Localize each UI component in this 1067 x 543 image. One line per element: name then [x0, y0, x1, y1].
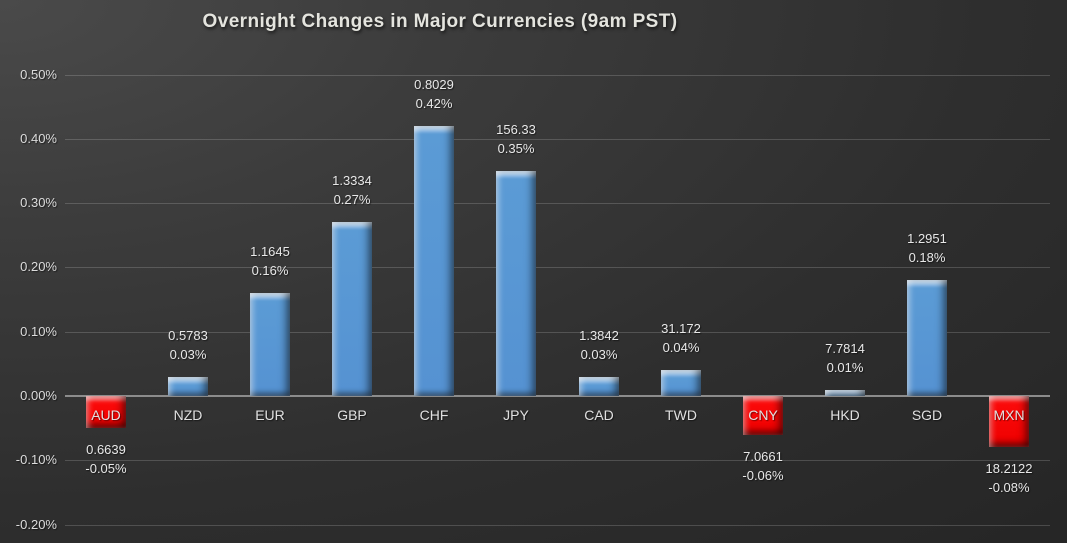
rate-value: 1.3334: [332, 173, 372, 188]
chart-title: Overnight Changes in Major Currencies (9…: [202, 11, 678, 32]
category-label-hkd: HKD: [830, 407, 860, 423]
data-label-eur: 1.1645 0.16%: [215, 242, 325, 280]
y-tick-label: 0.50%: [20, 66, 57, 82]
pct-change-value: 0.01%: [826, 360, 864, 375]
pct-change-value: 0.27%: [333, 192, 371, 207]
data-label-cad: 1.3842 0.03%: [544, 326, 654, 364]
gridline: [65, 524, 1050, 526]
y-tick-label: 0.30%: [20, 195, 57, 211]
data-label-jpy: 156.33 0.35%: [461, 120, 571, 158]
rate-value: 1.3842: [579, 328, 619, 343]
y-tick-label: -0.10%: [15, 452, 57, 468]
y-tick-label: 0.10%: [20, 323, 57, 339]
pct-change-value: 0.16%: [251, 263, 289, 278]
bar-mxn: [989, 396, 1029, 447]
rate-value: 0.8029: [414, 77, 454, 92]
bar-cad: [579, 377, 619, 396]
rate-value: 156.33: [496, 122, 536, 137]
rate-value: 7.0661: [743, 449, 783, 464]
data-label-cny: 7.0661 -0.06%: [708, 447, 818, 485]
rate-value: 31.172: [661, 321, 701, 336]
bar-gbp: [332, 222, 372, 396]
gridline: [65, 267, 1050, 269]
bar-cny: [743, 396, 783, 435]
data-label-gbp: 1.3334 0.27%: [297, 171, 407, 209]
category-label-eur: EUR: [255, 407, 285, 423]
pct-change-value: -0.06%: [742, 468, 784, 483]
category-label-gbp: GBP: [337, 407, 367, 423]
pct-change-value: 0.03%: [580, 347, 618, 362]
category-label-aud: AUD: [91, 407, 121, 423]
data-label-chf: 0.8029 0.42%: [379, 75, 489, 113]
pct-change-value: 0.18%: [908, 250, 946, 265]
category-label-cad: CAD: [584, 407, 614, 423]
pct-change-value: 0.03%: [169, 347, 207, 362]
data-label-twd: 31.172 0.04%: [626, 319, 736, 357]
bar-aud: [86, 396, 126, 428]
y-tick-label: 0.40%: [20, 130, 57, 146]
category-label-twd: TWD: [665, 407, 697, 423]
bar-eur: [250, 293, 290, 396]
bar-nzd: [168, 377, 208, 396]
category-label-nzd: NZD: [173, 407, 203, 423]
rate-value: 7.7814: [825, 341, 865, 356]
category-label-jpy: JPY: [503, 407, 529, 423]
pct-change-value: -0.05%: [85, 461, 127, 476]
gridline: [65, 460, 1050, 462]
pct-change-value: 0.42%: [415, 96, 453, 111]
gridline: [65, 203, 1050, 205]
bar-hkd: [825, 390, 865, 396]
category-label-sgd: SGD: [911, 407, 943, 423]
category-label-cny: CNY: [748, 407, 778, 423]
bar-jpy: [496, 171, 536, 396]
y-tick-label: -0.20%: [15, 516, 57, 532]
bar-sgd: [907, 280, 947, 396]
category-label-chf: CHF: [419, 407, 449, 423]
rate-value: 1.1645: [250, 244, 290, 259]
gridline: [65, 331, 1050, 333]
pct-change-value: 0.04%: [662, 340, 700, 355]
y-tick-label: 0.20%: [20, 259, 57, 275]
category-label-mxn: MXN: [993, 407, 1025, 423]
rate-value: 0.5783: [168, 328, 208, 343]
data-label-nzd: 0.5783 0.03%: [133, 326, 243, 364]
rate-value: 0.6639: [86, 442, 126, 457]
data-label-mxn: 18.2122 -0.08%: [954, 459, 1064, 497]
x-axis-zero-line: [65, 395, 1050, 397]
pct-change-value: 0.35%: [497, 141, 535, 156]
data-label-aud: 0.6639 -0.05%: [51, 440, 161, 478]
y-tick-label: 0.00%: [20, 388, 57, 403]
bar-twd: [661, 370, 701, 396]
bar-chf: [414, 126, 454, 396]
pct-change-value: -0.08%: [988, 480, 1030, 495]
gridline: [65, 138, 1050, 140]
rate-value: 18.2122: [985, 461, 1033, 476]
rate-value: 1.2951: [907, 231, 947, 246]
data-label-hkd: 7.7814 0.01%: [790, 339, 900, 377]
data-label-sgd: 1.2951 0.18%: [872, 229, 982, 267]
gridline: [65, 74, 1050, 76]
